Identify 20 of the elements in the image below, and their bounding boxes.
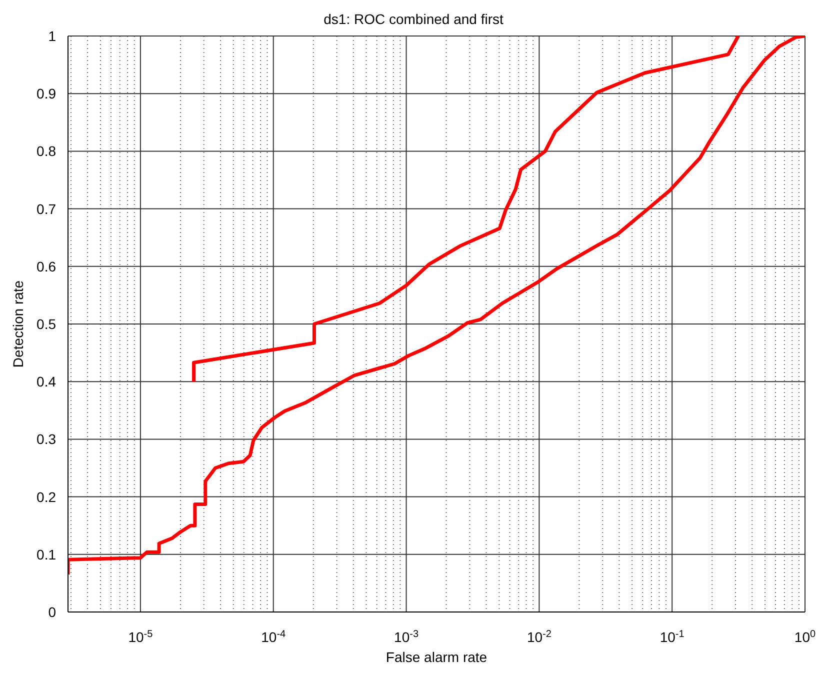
- x-tick-label: 10$^{-2}$: [526, 628, 552, 645]
- y-axis-title: Detection rate: [10, 280, 26, 368]
- y-tick-label: 0.9: [36, 86, 56, 102]
- y-tick-label: 0.6: [36, 258, 56, 274]
- chart-title: ds1: ROC combined and first: [324, 11, 504, 27]
- x-tick-label: 10$^{-1}$: [660, 628, 685, 645]
- y-tick-label: 0.3: [36, 431, 56, 448]
- y-tick-label: 0.4: [36, 374, 56, 390]
- x-tick-label: 10$^{-3}$: [394, 628, 419, 645]
- x-axis-title: False alarm rate: [386, 649, 488, 665]
- x-tick-label: 10$^{-5}$: [128, 628, 154, 645]
- y-tick-label: 0: [48, 604, 56, 620]
- y-tick-label: 0.8: [36, 143, 56, 160]
- x-tick-label: 10$^{-4}$: [261, 628, 286, 645]
- y-tick-label: 0.5: [36, 316, 56, 332]
- y-tick-label: 0.1: [36, 546, 56, 562]
- y-tick-label: 1: [48, 28, 56, 44]
- x-tick-label: 10$^{0}$: [794, 628, 816, 645]
- y-tick-label: 0.2: [36, 488, 56, 505]
- y-tick-label: 0.7: [36, 200, 56, 217]
